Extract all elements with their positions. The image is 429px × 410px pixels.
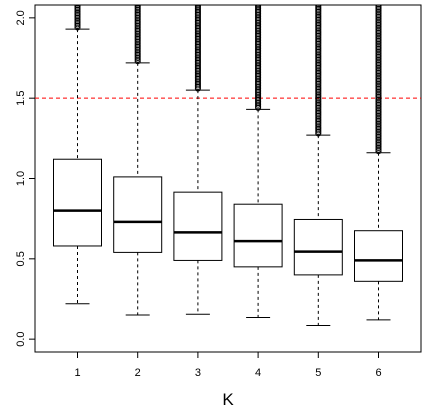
- box-group: [113, 5, 163, 316]
- outlier-point: [375, 5, 382, 9]
- y-axis: 0.0 0.5 1.0 1.5 2.0: [15, 10, 35, 347]
- iqr-box: [173, 191, 223, 261]
- outlier-point: [75, 0, 80, 4]
- iqr-box: [233, 203, 283, 268]
- outlier-point: [134, 5, 141, 10]
- outlier-point: [194, 5, 201, 10]
- x-axis: 1 2 3 4 5 6: [74, 352, 382, 379]
- y-tick-label: 1.0: [15, 171, 27, 186]
- outlier-point: [315, 5, 322, 9]
- outlier-point: [255, 5, 262, 11]
- outlier-point: [255, 5, 262, 9]
- outlier-point: [376, 5, 381, 6]
- box-group: [53, 0, 102, 305]
- x-tick-label: 5: [315, 367, 321, 379]
- x-tick-label: 2: [135, 367, 141, 379]
- x-tick-label: 6: [375, 367, 381, 379]
- outlier-point: [134, 5, 141, 7]
- outlier-point: [255, 5, 261, 7]
- iqr-box: [113, 176, 163, 253]
- outlier-point: [196, 5, 199, 6]
- iqr-box: [293, 218, 343, 276]
- x-tick-label: 1: [74, 367, 80, 379]
- outlier-points: [315, 5, 322, 137]
- outlier-point: [195, 5, 201, 7]
- outlier-points: [255, 5, 262, 111]
- outlier-point: [134, 5, 141, 9]
- outlier-points: [194, 5, 201, 92]
- iqr-box: [354, 230, 403, 282]
- y-tick-label: 1.5: [15, 91, 27, 106]
- outlier-point: [137, 5, 139, 6]
- outlier-point: [375, 5, 382, 11]
- outlier-point: [256, 5, 260, 6]
- outlier-point: [316, 5, 320, 6]
- outlier-point: [315, 5, 322, 11]
- x-tick-label: 4: [255, 367, 261, 379]
- iqr-box: [53, 158, 102, 247]
- outlier-points: [134, 5, 141, 65]
- y-tick-label: 0.5: [15, 251, 27, 266]
- box-group: [293, 5, 343, 326]
- outlier-point: [194, 5, 201, 9]
- box-group: [173, 5, 223, 315]
- chart-marks: [35, 0, 421, 326]
- y-tick-label: 0.0: [15, 331, 27, 346]
- outlier-point: [74, 5, 81, 10]
- outlier-point: [74, 5, 81, 7]
- outlier-points: [74, 0, 81, 31]
- y-tick-label: 2.0: [15, 10, 27, 25]
- box-group: [354, 5, 403, 321]
- outlier-point: [375, 5, 382, 8]
- x-tick-label: 3: [195, 367, 201, 379]
- outlier-point: [74, 5, 81, 9]
- outlier-point: [315, 5, 322, 7]
- box-group: [233, 5, 283, 318]
- outlier-points: [375, 5, 382, 155]
- x-axis-title: K: [222, 390, 234, 409]
